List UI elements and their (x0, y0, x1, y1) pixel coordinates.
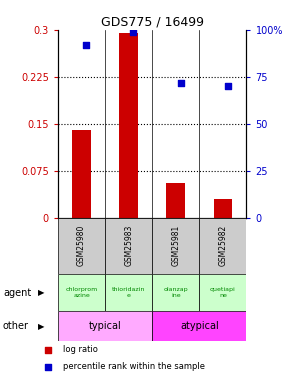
Bar (105, 274, 152, 311)
Text: ▶: ▶ (38, 288, 44, 297)
Point (84, 42, 89, 48)
Point (46, 346, 50, 352)
Text: GSM25980: GSM25980 (77, 225, 86, 266)
Point (225, 83, 230, 89)
Text: GSM25983: GSM25983 (124, 225, 133, 266)
Bar (119, 33, 138, 218)
Bar (72, 130, 91, 218)
Text: thioridazin
e: thioridazin e (112, 287, 145, 298)
Text: percentile rank within the sample: percentile rank within the sample (63, 362, 205, 371)
Text: agent: agent (3, 288, 31, 297)
Point (178, 80, 183, 86)
Bar (213, 199, 232, 217)
Text: GSM25981: GSM25981 (171, 225, 180, 266)
Bar (200, 274, 246, 311)
Bar (58, 274, 105, 311)
Text: typical: typical (89, 321, 122, 331)
Text: chlorprom
azine: chlorprom azine (66, 287, 98, 298)
Bar (166, 183, 185, 218)
Bar (58, 311, 152, 341)
Text: ▶: ▶ (38, 322, 44, 331)
Bar (200, 217, 246, 274)
Point (131, 29, 136, 35)
Bar (152, 274, 200, 311)
Text: GSM25982: GSM25982 (218, 225, 227, 266)
Bar (152, 311, 246, 341)
Text: quetiapi
ne: quetiapi ne (210, 287, 236, 298)
Text: other: other (3, 321, 29, 331)
Text: log ratio: log ratio (63, 345, 98, 354)
Bar (58, 217, 105, 274)
Text: atypical: atypical (180, 321, 219, 331)
Bar (152, 217, 200, 274)
Title: GDS775 / 16499: GDS775 / 16499 (101, 16, 204, 29)
Text: olanzap
ine: olanzap ine (164, 287, 188, 298)
Bar (105, 217, 152, 274)
Point (46, 364, 50, 370)
